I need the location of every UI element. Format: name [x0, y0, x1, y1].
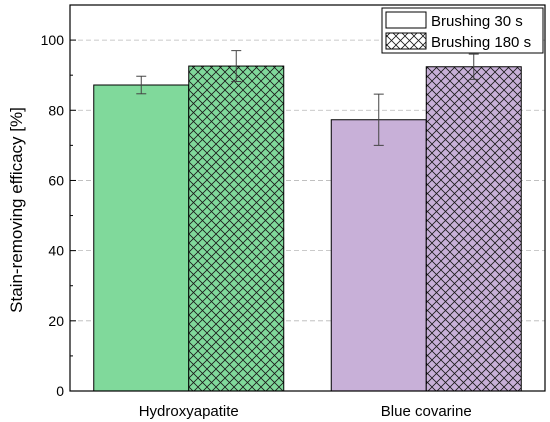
axes: Hydroxyapatite Blue covarine 0 20 40 60 80 100 — [41, 4, 546, 420]
y-tick-label: 40 — [48, 243, 64, 259]
y-tick-label: 0 — [56, 383, 64, 399]
y-tick-label: 80 — [48, 102, 64, 118]
y-axis-title: Stain-removing efficacy [%] — [7, 107, 26, 313]
bars — [93, 65, 522, 392]
x-tick-label: Blue covarine — [381, 403, 472, 420]
bar — [425, 66, 522, 392]
legend-label-brushing-30s: Brushing 30 s — [431, 13, 523, 30]
plot-frame — [69, 4, 546, 392]
bar — [188, 65, 285, 392]
y-tick-label: 20 — [48, 313, 64, 329]
legend-swatch-brushing-30s — [385, 11, 427, 29]
legend: Brushing 30 s Brushing 180 s — [381, 7, 544, 54]
y-tick-label: 60 — [48, 172, 64, 188]
y-tick-label: 100 — [41, 32, 65, 48]
x-tick-label: Hydroxyapatite — [139, 403, 239, 420]
legend-label-brushing-180s: Brushing 180 s — [431, 34, 531, 51]
legend-swatch-brushing-180s — [385, 32, 427, 50]
bar — [93, 84, 190, 392]
bar — [330, 119, 427, 392]
error-bars — [136, 50, 479, 146]
